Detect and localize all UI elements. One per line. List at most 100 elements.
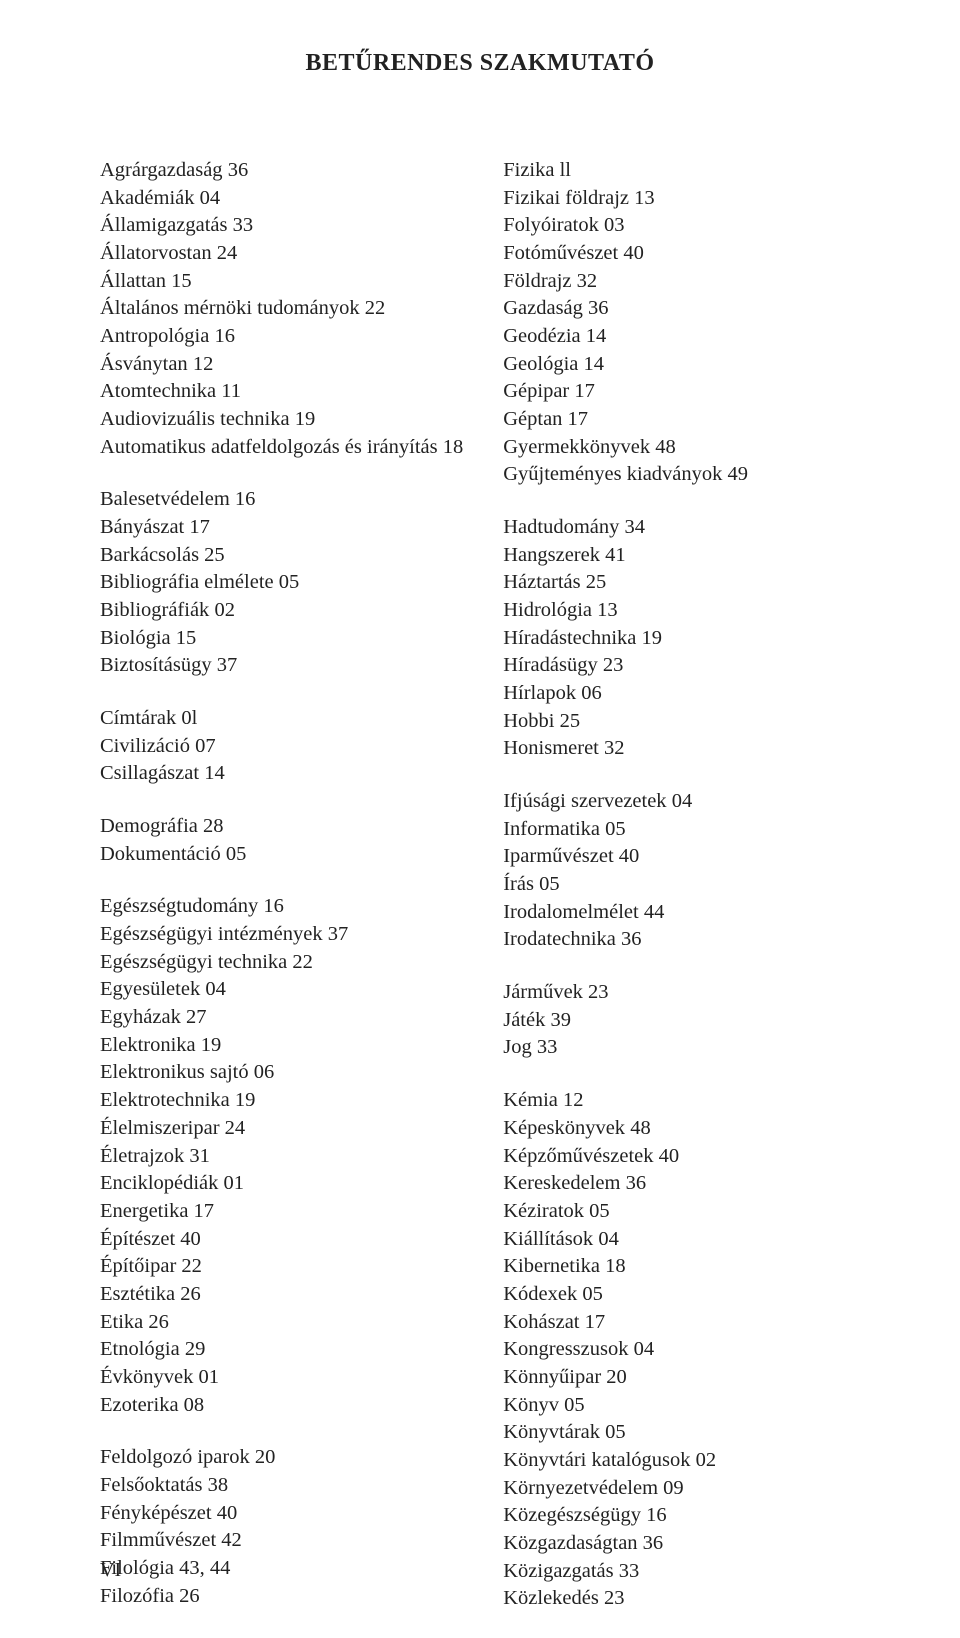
index-number: 09 (663, 1477, 684, 1499)
index-term: Könyvtárak (503, 1421, 600, 1443)
index-term: Kémia (503, 1089, 558, 1111)
index-entry: Képzőművészetek 40 (503, 1143, 860, 1171)
index-term: Etika (100, 1311, 143, 1333)
index-entry: Informatika 05 (503, 816, 860, 844)
index-entry: Akadémiák 04 (100, 185, 463, 213)
index-entry: Hobbi 25 (503, 708, 860, 736)
index-entry: Antropológia 16 (100, 323, 463, 351)
index-entry: Bibliográfiák 02 (100, 597, 463, 625)
index-number: 05 (539, 873, 560, 895)
index-term: Építőipar (100, 1255, 176, 1277)
index-entry: Egészségügyi intézmények 37 (100, 921, 463, 949)
index-term: Földrajz (503, 270, 571, 292)
index-number: 25 (586, 571, 607, 593)
index-term: Fizikai földrajz (503, 187, 629, 209)
index-term: Közegészségügy (503, 1504, 641, 1526)
index-term: Folyóiratok (503, 214, 599, 236)
index-number: 20 (606, 1366, 627, 1388)
index-number: 02 (214, 599, 235, 621)
index-entry: Filológia 43, 44 (100, 1555, 463, 1583)
index-number: 36 (621, 928, 642, 950)
index-number: 36 (643, 1532, 664, 1554)
index-number: 18 (443, 436, 464, 458)
index-term: Ásványtan (100, 353, 188, 375)
index-term: Csillagászat (100, 762, 199, 784)
index-entry: Kéziratok 05 (503, 1198, 860, 1226)
index-group: Járművek 23Játék 39Jog 33 (503, 979, 860, 1062)
index-number: 26 (148, 1311, 169, 1333)
index-term: Képzőművészetek (503, 1145, 653, 1167)
index-entry: Ásványtan 12 (100, 351, 463, 379)
index-number: 04 (200, 187, 221, 209)
index-number: 34 (625, 516, 646, 538)
index-entry: Földrajz 32 (503, 268, 860, 296)
index-entry: Könnyűipar 20 (503, 1364, 860, 1392)
index-number: 28 (203, 815, 224, 837)
index-term: Geodézia (503, 325, 580, 347)
index-group: Demográfia 28Dokumentáció 05 (100, 813, 463, 868)
index-number: 07 (195, 735, 216, 757)
index-entry: Hidrológia 13 (503, 597, 860, 625)
index-term: Elektrotechnika (100, 1089, 230, 1111)
index-number: 20 (255, 1446, 276, 1468)
index-number: 18 (605, 1255, 626, 1277)
index-entry: Kiállítások 04 (503, 1226, 860, 1254)
index-term: Állatorvostan (100, 242, 212, 264)
index-group: Feldolgozó iparok 20Felsőoktatás 38Fényk… (100, 1444, 463, 1610)
index-term: Egyesületek (100, 978, 200, 1000)
index-term: Ezoterika (100, 1394, 179, 1416)
index-term: Hobbi (503, 710, 554, 732)
index-term: Akadémiák (100, 187, 195, 209)
index-term: Bibliográfiák (100, 599, 209, 621)
index-term: Könnyűipar (503, 1366, 601, 1388)
index-entry: Gyermekkönyvek 48 (503, 434, 860, 462)
index-number: 22 (292, 951, 313, 973)
index-entry: Ezoterika 08 (100, 1392, 463, 1420)
index-term: Kibernetika (503, 1255, 600, 1277)
index-number: 42 (221, 1529, 242, 1551)
index-number: 29 (185, 1338, 206, 1360)
index-term: Könyvtári katalógusok (503, 1449, 690, 1471)
index-term: Bányászat (100, 516, 184, 538)
index-number: 17 (194, 1200, 215, 1222)
index-term: Elektronika (100, 1034, 196, 1056)
index-term: Antropológia (100, 325, 209, 347)
index-entry: Fizikai földrajz 13 (503, 185, 860, 213)
index-term: Kiállítások (503, 1228, 593, 1250)
index-term: Kereskedelem (503, 1172, 620, 1194)
index-entry: Fényképészet 40 (100, 1500, 463, 1528)
index-number: 40 (217, 1502, 238, 1524)
index-term: Államigazgatás (100, 214, 228, 236)
index-number: 19 (642, 627, 663, 649)
index-entry: Egészségtudomány 16 (100, 893, 463, 921)
index-number: 13 (634, 187, 655, 209)
index-term: Gazdaság (503, 297, 583, 319)
index-entry: Agrárgazdaság 36 (100, 157, 463, 185)
index-number: 25 (560, 710, 581, 732)
index-term: Általános mérnöki tudományok (100, 297, 360, 319)
index-entry: Életrajzok 31 (100, 1143, 463, 1171)
index-term: Barkácsolás (100, 544, 199, 566)
index-entry: Kohászat 17 (503, 1309, 860, 1337)
index-entry: Audiovizuális technika 19 (100, 406, 463, 434)
index-number: 44 (644, 901, 665, 923)
index-number: 05 (582, 1283, 603, 1305)
index-number: 04 (598, 1228, 619, 1250)
index-number: 22 (365, 297, 386, 319)
index-number: 17 (574, 380, 595, 402)
index-term: Játék (503, 1009, 545, 1031)
index-number: 14 (584, 353, 605, 375)
index-term: Enciklopédiák (100, 1172, 218, 1194)
page-title: BETŰRENDES SZAKMUTATÓ (100, 50, 860, 77)
index-term: Geológia (503, 353, 578, 375)
index-entry: Környezetvédelem 09 (503, 1475, 860, 1503)
index-number: 17 (568, 408, 589, 430)
index-term: Biológia (100, 627, 171, 649)
index-number: 02 (696, 1449, 717, 1471)
index-number: 01 (224, 1172, 245, 1194)
index-number: 27 (186, 1006, 207, 1028)
index-entry: Építészet 40 (100, 1226, 463, 1254)
index-entry: Barkácsolás 25 (100, 542, 463, 570)
index-number: 15 (171, 270, 192, 292)
index-term: Fényképészet (100, 1502, 212, 1524)
